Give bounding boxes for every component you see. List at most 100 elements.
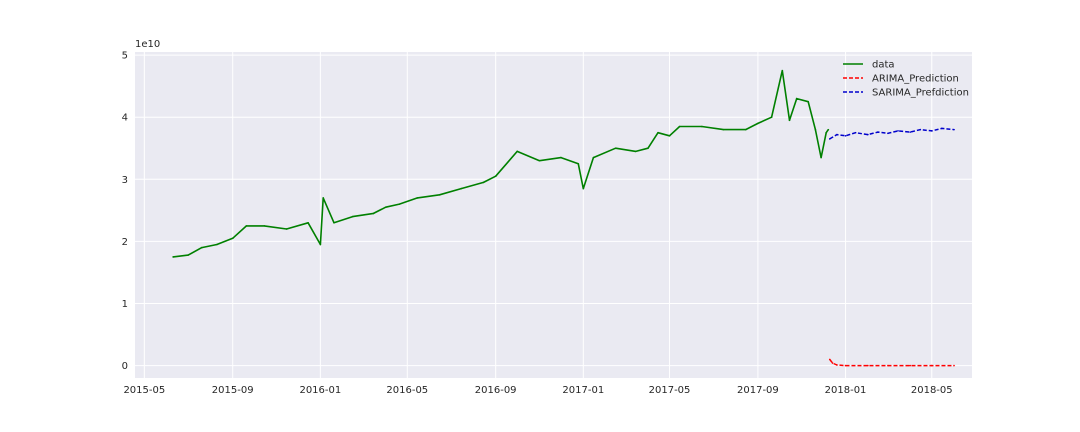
- x-tick-label: 2016-01: [299, 385, 341, 396]
- data-point: [919, 128, 922, 131]
- data-point: [494, 175, 497, 177]
- data-point: [941, 127, 943, 130]
- data-point: [592, 156, 595, 159]
- x-tick-label: 2017-01: [562, 385, 604, 396]
- data-point: [930, 130, 933, 132]
- data-point: [781, 69, 784, 72]
- data-point: [909, 131, 912, 133]
- data-point: [744, 128, 747, 131]
- data-point: [245, 225, 248, 227]
- legend-entry: SARIMA_Prefdiction: [843, 88, 969, 99]
- data-point: [351, 215, 354, 218]
- data-point: [953, 128, 955, 131]
- data-point: [844, 364, 847, 367]
- data-point: [897, 130, 899, 132]
- data-point: [836, 364, 838, 366]
- data-point: [634, 150, 637, 153]
- data-point: [831, 362, 834, 364]
- data-point: [319, 243, 322, 246]
- data-point: [582, 187, 585, 190]
- data-point: [384, 206, 387, 209]
- data-point: [807, 100, 809, 103]
- data-point: [887, 132, 889, 135]
- grid-lines: [135, 52, 972, 378]
- y-tick-label: 1: [122, 299, 128, 310]
- data-point: [372, 212, 375, 215]
- legend-label: SARIMA_Prefdiction: [872, 88, 969, 99]
- data-point: [216, 243, 218, 246]
- data-point: [398, 203, 401, 205]
- data-point: [867, 364, 869, 367]
- data-point: [867, 133, 869, 136]
- x-tick-label: 2017-05: [649, 385, 691, 396]
- plot-area: [135, 52, 972, 378]
- series-line-arima-prediction: [829, 358, 954, 367]
- y-axis: 0 1 2 3 4 5: [122, 51, 128, 372]
- x-tick-label: 2018-05: [911, 385, 953, 396]
- data-point: [828, 138, 831, 140]
- data-point: [795, 97, 798, 100]
- data-point: [201, 246, 203, 249]
- data-point: [307, 221, 309, 224]
- data-point: [538, 159, 541, 162]
- data-point: [263, 225, 266, 227]
- data-point: [614, 147, 617, 150]
- data-point: [825, 131, 827, 134]
- x-tick-label: 2018-01: [825, 385, 867, 396]
- data-point: [172, 256, 174, 258]
- x-tick-label: 2015-05: [123, 385, 165, 396]
- legend-entry: ARIMA_Prediction: [843, 74, 959, 85]
- y-tick-label: 2: [122, 237, 128, 248]
- data-point: [930, 364, 933, 367]
- data-point: [678, 125, 681, 128]
- data-point: [668, 135, 671, 137]
- data-point: [516, 150, 519, 153]
- y-tick-label: 4: [122, 113, 128, 124]
- data-point: [460, 187, 462, 190]
- data-point: [770, 116, 773, 118]
- data-point: [828, 358, 831, 361]
- data-point: [482, 181, 485, 184]
- x-tick-label: 2015-09: [212, 385, 254, 396]
- legend: data ARIMA_Prediction SARIMA_Prefdiction: [843, 60, 969, 99]
- data-point: [820, 156, 822, 159]
- data-point: [187, 254, 189, 256]
- data-point: [577, 162, 580, 165]
- data-point: [560, 156, 562, 159]
- data-point: [647, 147, 649, 150]
- data-point: [844, 135, 847, 137]
- y-tick-label: 3: [122, 175, 128, 186]
- data-point: [285, 228, 288, 230]
- data-point: [788, 119, 791, 122]
- data-point: [909, 364, 912, 367]
- legend-label: ARIMA_Prediction: [872, 74, 959, 85]
- data-point: [722, 128, 725, 131]
- data-point: [953, 364, 955, 367]
- data-point: [438, 194, 441, 196]
- data-point: [657, 131, 659, 134]
- data-point: [416, 197, 419, 199]
- legend-label: data: [872, 60, 895, 71]
- data-point: [887, 364, 889, 367]
- data-point: [877, 131, 879, 133]
- data-point: [814, 128, 817, 131]
- x-axis: 2015-05 2015-09 2016-01 2016-05 2016-09 2017-…: [123, 385, 952, 396]
- data-point: [854, 131, 857, 134]
- data-point: [322, 197, 325, 199]
- x-tick-label: 2017-09: [737, 385, 779, 396]
- x-tick-label: 2016-09: [475, 385, 517, 396]
- y-tick-label: 0: [122, 361, 128, 372]
- data-point: [333, 221, 335, 224]
- data-point: [757, 122, 759, 125]
- y-scale-label: 1e10: [135, 39, 160, 50]
- series-layer: [172, 69, 955, 367]
- data-point: [701, 125, 703, 128]
- series-line-data: [173, 69, 829, 258]
- data-point: [231, 237, 234, 240]
- legend-entry: data: [843, 60, 895, 71]
- x-tick-label: 2016-05: [386, 385, 428, 396]
- y-tick-label: 5: [122, 51, 128, 62]
- data-point: [836, 133, 838, 136]
- data-point: [827, 128, 830, 131]
